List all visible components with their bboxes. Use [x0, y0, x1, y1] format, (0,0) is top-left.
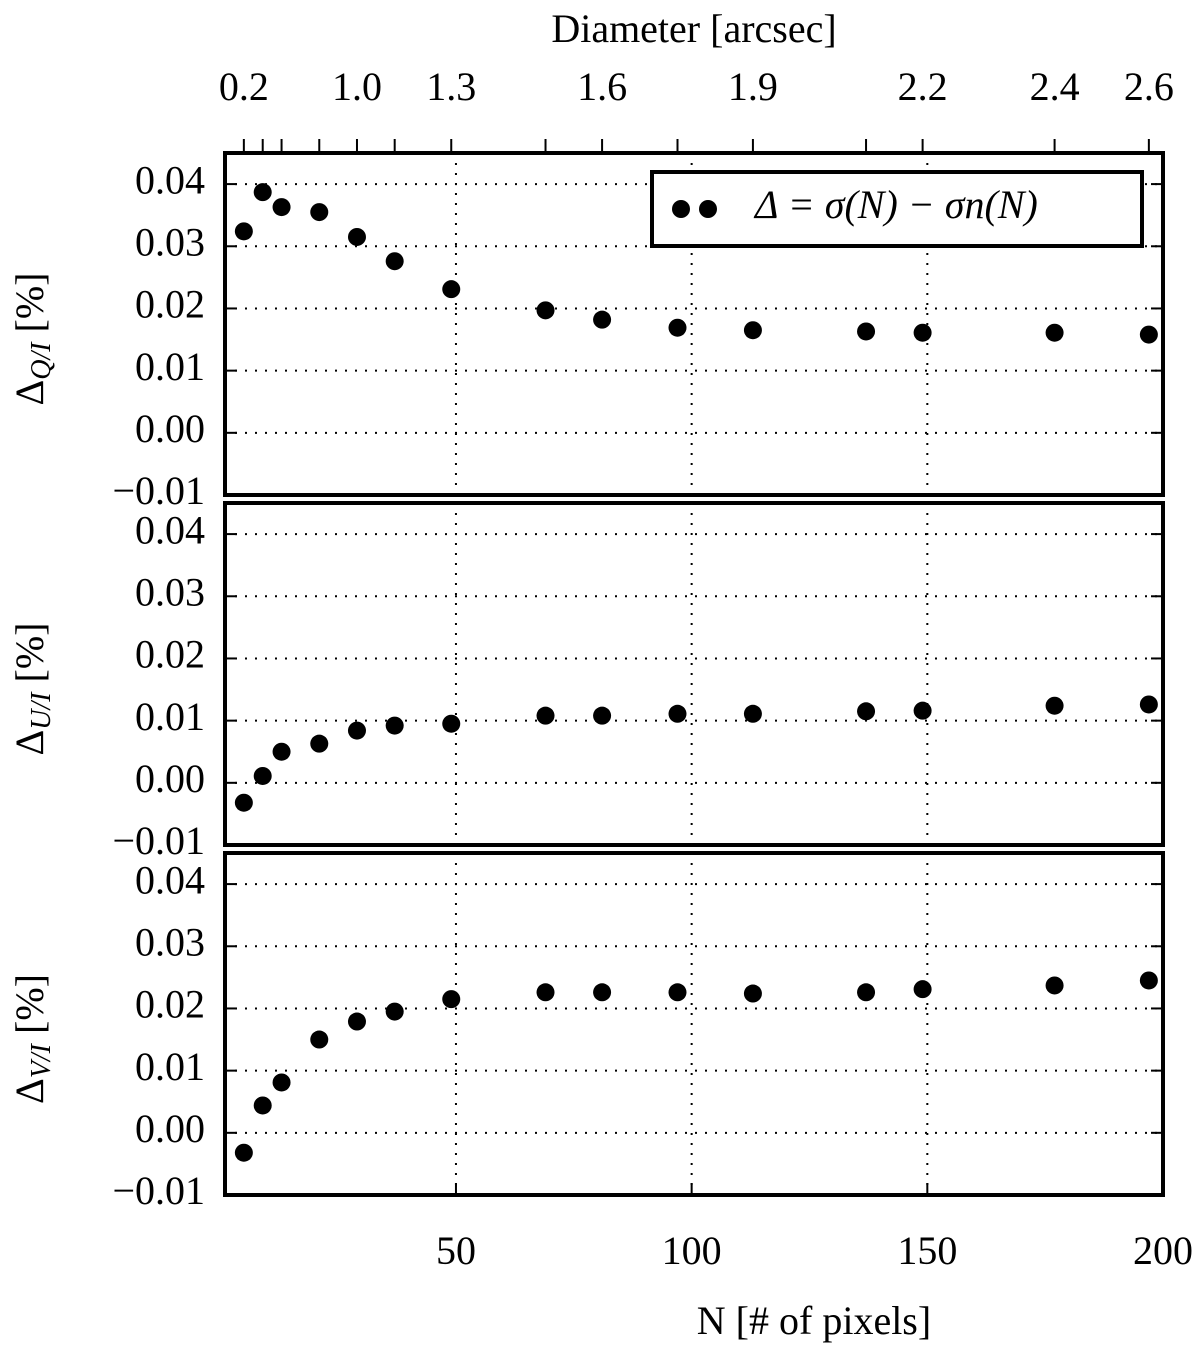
point — [253, 766, 272, 785]
point — [536, 301, 555, 320]
top-tick-label: 1.6 — [577, 64, 627, 109]
point — [857, 983, 876, 1002]
point — [385, 1002, 404, 1021]
point — [1139, 695, 1158, 714]
point — [347, 721, 366, 740]
y-axis-label: ΔU/I [%] — [7, 622, 57, 755]
legend-marker — [672, 200, 690, 218]
point — [857, 322, 876, 341]
y-tick-label: −0.01 — [112, 818, 205, 863]
point — [442, 714, 461, 733]
top-tick-label: 0.2 — [219, 64, 269, 109]
point — [668, 983, 687, 1002]
point — [310, 734, 329, 753]
y-label-subscript: Q/I — [26, 341, 57, 380]
point — [913, 323, 932, 342]
point — [743, 321, 762, 340]
point — [536, 983, 555, 1002]
point — [272, 1073, 291, 1092]
panel-frame — [223, 501, 1165, 847]
y-label-symbol: Δ — [7, 380, 52, 406]
y-tick-label: 0.04 — [135, 507, 205, 552]
point — [857, 702, 876, 721]
legend-box — [650, 170, 1144, 248]
point — [310, 203, 329, 222]
point — [385, 252, 404, 271]
point — [913, 980, 932, 999]
top-tick-label: 1.0 — [332, 64, 382, 109]
point — [442, 280, 461, 299]
x-tick-label: 50 — [436, 1228, 476, 1273]
top-tick-label: 2.2 — [898, 64, 948, 109]
y-tick-label: 0.01 — [135, 1044, 205, 1089]
point — [234, 1143, 253, 1162]
legend-marker — [699, 200, 717, 218]
point — [593, 983, 612, 1002]
point — [234, 793, 253, 812]
point — [1139, 971, 1158, 990]
y-tick-label: 0.03 — [135, 569, 205, 614]
top-tick-label: 2.6 — [1124, 64, 1174, 109]
point — [234, 222, 253, 241]
point — [253, 1096, 272, 1115]
y-label-unit: [%] — [7, 622, 52, 692]
y-tick-label: 0.04 — [135, 857, 205, 902]
panel-frame — [223, 851, 1165, 1197]
y-axis-label: ΔV/I [%] — [7, 974, 57, 1104]
point — [1045, 323, 1064, 342]
y-tick-label: −0.01 — [112, 1168, 205, 1213]
point — [347, 227, 366, 246]
y-tick-label: 0.00 — [135, 756, 205, 801]
y-label-symbol: Δ — [7, 1078, 52, 1104]
y-label-symbol: Δ — [7, 730, 52, 756]
point — [272, 198, 291, 217]
y-tick-label: 0.01 — [135, 344, 205, 389]
point — [385, 716, 404, 735]
x-tick-label: 150 — [897, 1228, 957, 1273]
y-tick-label: 0.04 — [135, 157, 205, 202]
y-label-subscript: V/I — [26, 1042, 57, 1078]
y-tick-label: 0.02 — [135, 632, 205, 677]
point — [1139, 325, 1158, 344]
y-tick-label: 0.00 — [135, 406, 205, 451]
top-tick-label: 1.9 — [728, 64, 778, 109]
point — [310, 1030, 329, 1049]
point — [1045, 696, 1064, 715]
point — [272, 742, 291, 761]
legend-label: Δ = σ(N) − σn(N) — [753, 182, 1038, 227]
top-tick-label: 1.3 — [426, 64, 476, 109]
point — [593, 706, 612, 725]
panel-frame — [223, 151, 1165, 497]
y-label-unit: [%] — [7, 974, 52, 1044]
top-tick-label: 2.4 — [1030, 64, 1080, 109]
point — [593, 310, 612, 329]
x-tick-label: 200 — [1133, 1228, 1193, 1273]
point — [668, 704, 687, 723]
x-axis-label: N [# of pixels] — [697, 1298, 931, 1343]
y-tick-label: 0.03 — [135, 919, 205, 964]
y-tick-label: 0.01 — [135, 694, 205, 739]
y-label-unit: [%] — [7, 272, 52, 342]
top-axis-label: Diameter [arcsec] — [551, 6, 836, 51]
point — [1045, 976, 1064, 995]
point — [743, 984, 762, 1003]
x-tick-label: 100 — [662, 1228, 722, 1273]
point — [913, 701, 932, 720]
y-tick-label: −0.01 — [112, 468, 205, 513]
point — [668, 318, 687, 337]
point — [743, 704, 762, 723]
point — [347, 1012, 366, 1031]
y-tick-label: 0.02 — [135, 982, 205, 1027]
y-tick-label: 0.02 — [135, 282, 205, 327]
y-label-subscript: U/I — [26, 691, 57, 730]
y-tick-label: 0.03 — [135, 219, 205, 264]
y-axis-label: ΔQ/I [%] — [7, 272, 57, 405]
point — [253, 183, 272, 202]
point — [536, 706, 555, 725]
y-tick-label: 0.00 — [135, 1106, 205, 1151]
point — [442, 990, 461, 1009]
